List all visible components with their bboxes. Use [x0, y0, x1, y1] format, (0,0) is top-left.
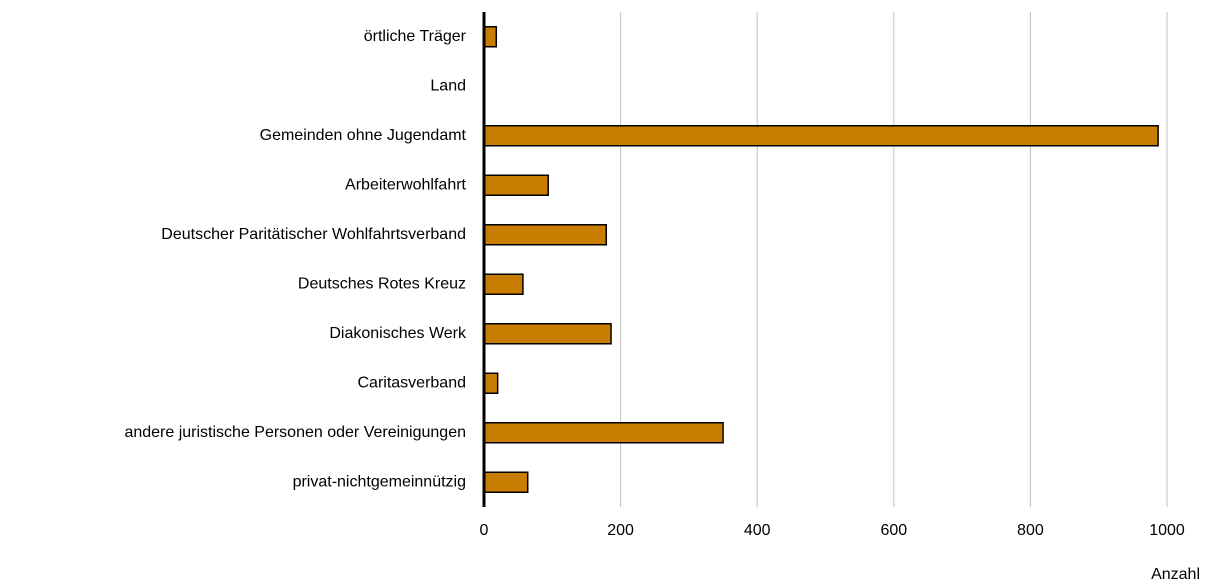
y-tick-label: örtliche Träger — [364, 28, 467, 45]
bar — [483, 125, 1159, 147]
bar — [483, 422, 724, 444]
bar — [483, 323, 612, 345]
y-tick-label: Diakonisches Werk — [329, 325, 467, 342]
bar — [483, 273, 524, 295]
x-tick-label: 200 — [607, 522, 634, 539]
y-tick-label: Gemeinden ohne Jugendamt — [260, 127, 467, 144]
x-tick-label: 1000 — [1149, 522, 1185, 539]
y-tick-label: andere juristische Personen oder Vereini… — [124, 424, 466, 441]
x-tick-label: 0 — [480, 522, 489, 539]
x-axis-label: Anzahl — [1151, 566, 1200, 583]
bar — [483, 471, 529, 493]
bar — [483, 26, 498, 48]
y-tick-label: Caritasverband — [358, 374, 467, 391]
bar — [483, 174, 549, 196]
y-tick-label: Deutscher Paritätischer Wohlfahrtsverban… — [161, 226, 466, 243]
y-tick-label: Deutsches Rotes Kreuz — [298, 275, 466, 292]
bar — [483, 224, 608, 246]
y-tick-label: Arbeiterwohlfahrt — [345, 176, 467, 193]
y-tick-label: privat-nichtgemeinnützig — [293, 473, 466, 490]
y-tick-label: Land — [430, 77, 466, 94]
x-tick-label: 800 — [1017, 522, 1044, 539]
x-tick-label: 600 — [880, 522, 907, 539]
x-tick-label: 400 — [744, 522, 771, 539]
bar — [483, 372, 499, 394]
